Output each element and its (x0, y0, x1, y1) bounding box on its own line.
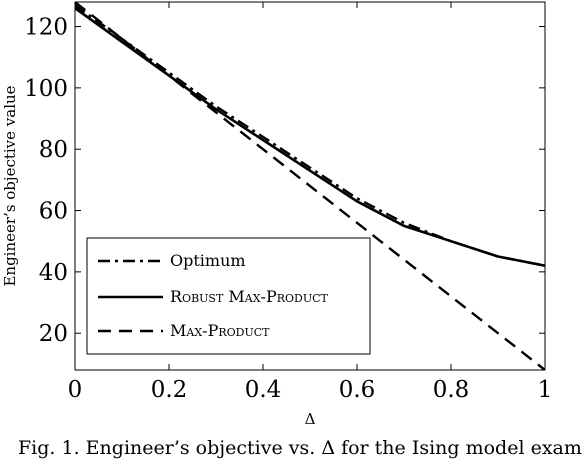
y-tick-label: 120 (24, 15, 68, 41)
x-tick-label: 0.8 (433, 377, 470, 403)
x-tick-label: 0.6 (339, 377, 376, 403)
x-tick-label: 0.2 (151, 377, 188, 403)
legend: Optimum Robust Max-Product Max-Product (86, 237, 371, 355)
figure-caption: Fig. 1. Engineer’s objective vs. Δ for t… (18, 437, 582, 459)
y-tick-label: 40 (39, 260, 68, 286)
x-tick-label: 0 (68, 377, 83, 403)
plot-frame (74, 1, 546, 371)
x-tick-label: 1 (538, 377, 553, 403)
y-axis-label: Engineer’s objective value (1, 85, 19, 286)
plot-area (74, 1, 546, 371)
series-layer (75, 2, 545, 370)
y-tick-label: 60 (39, 199, 68, 225)
x-axis-label: Δ (305, 410, 316, 428)
series-line-0 (75, 4, 545, 267)
x-tick-label: 0.4 (245, 377, 282, 403)
legend-label: Max-Product (170, 321, 270, 340)
y-tick-label: 20 (39, 321, 68, 347)
y-tick-label: 100 (24, 76, 68, 102)
legend-label: Robust Max-Product (170, 287, 329, 306)
series-line-2 (75, 2, 545, 370)
series-line-1 (75, 7, 545, 267)
y-tick-label: 80 (39, 137, 68, 163)
legend-label: Optimum (170, 251, 246, 270)
